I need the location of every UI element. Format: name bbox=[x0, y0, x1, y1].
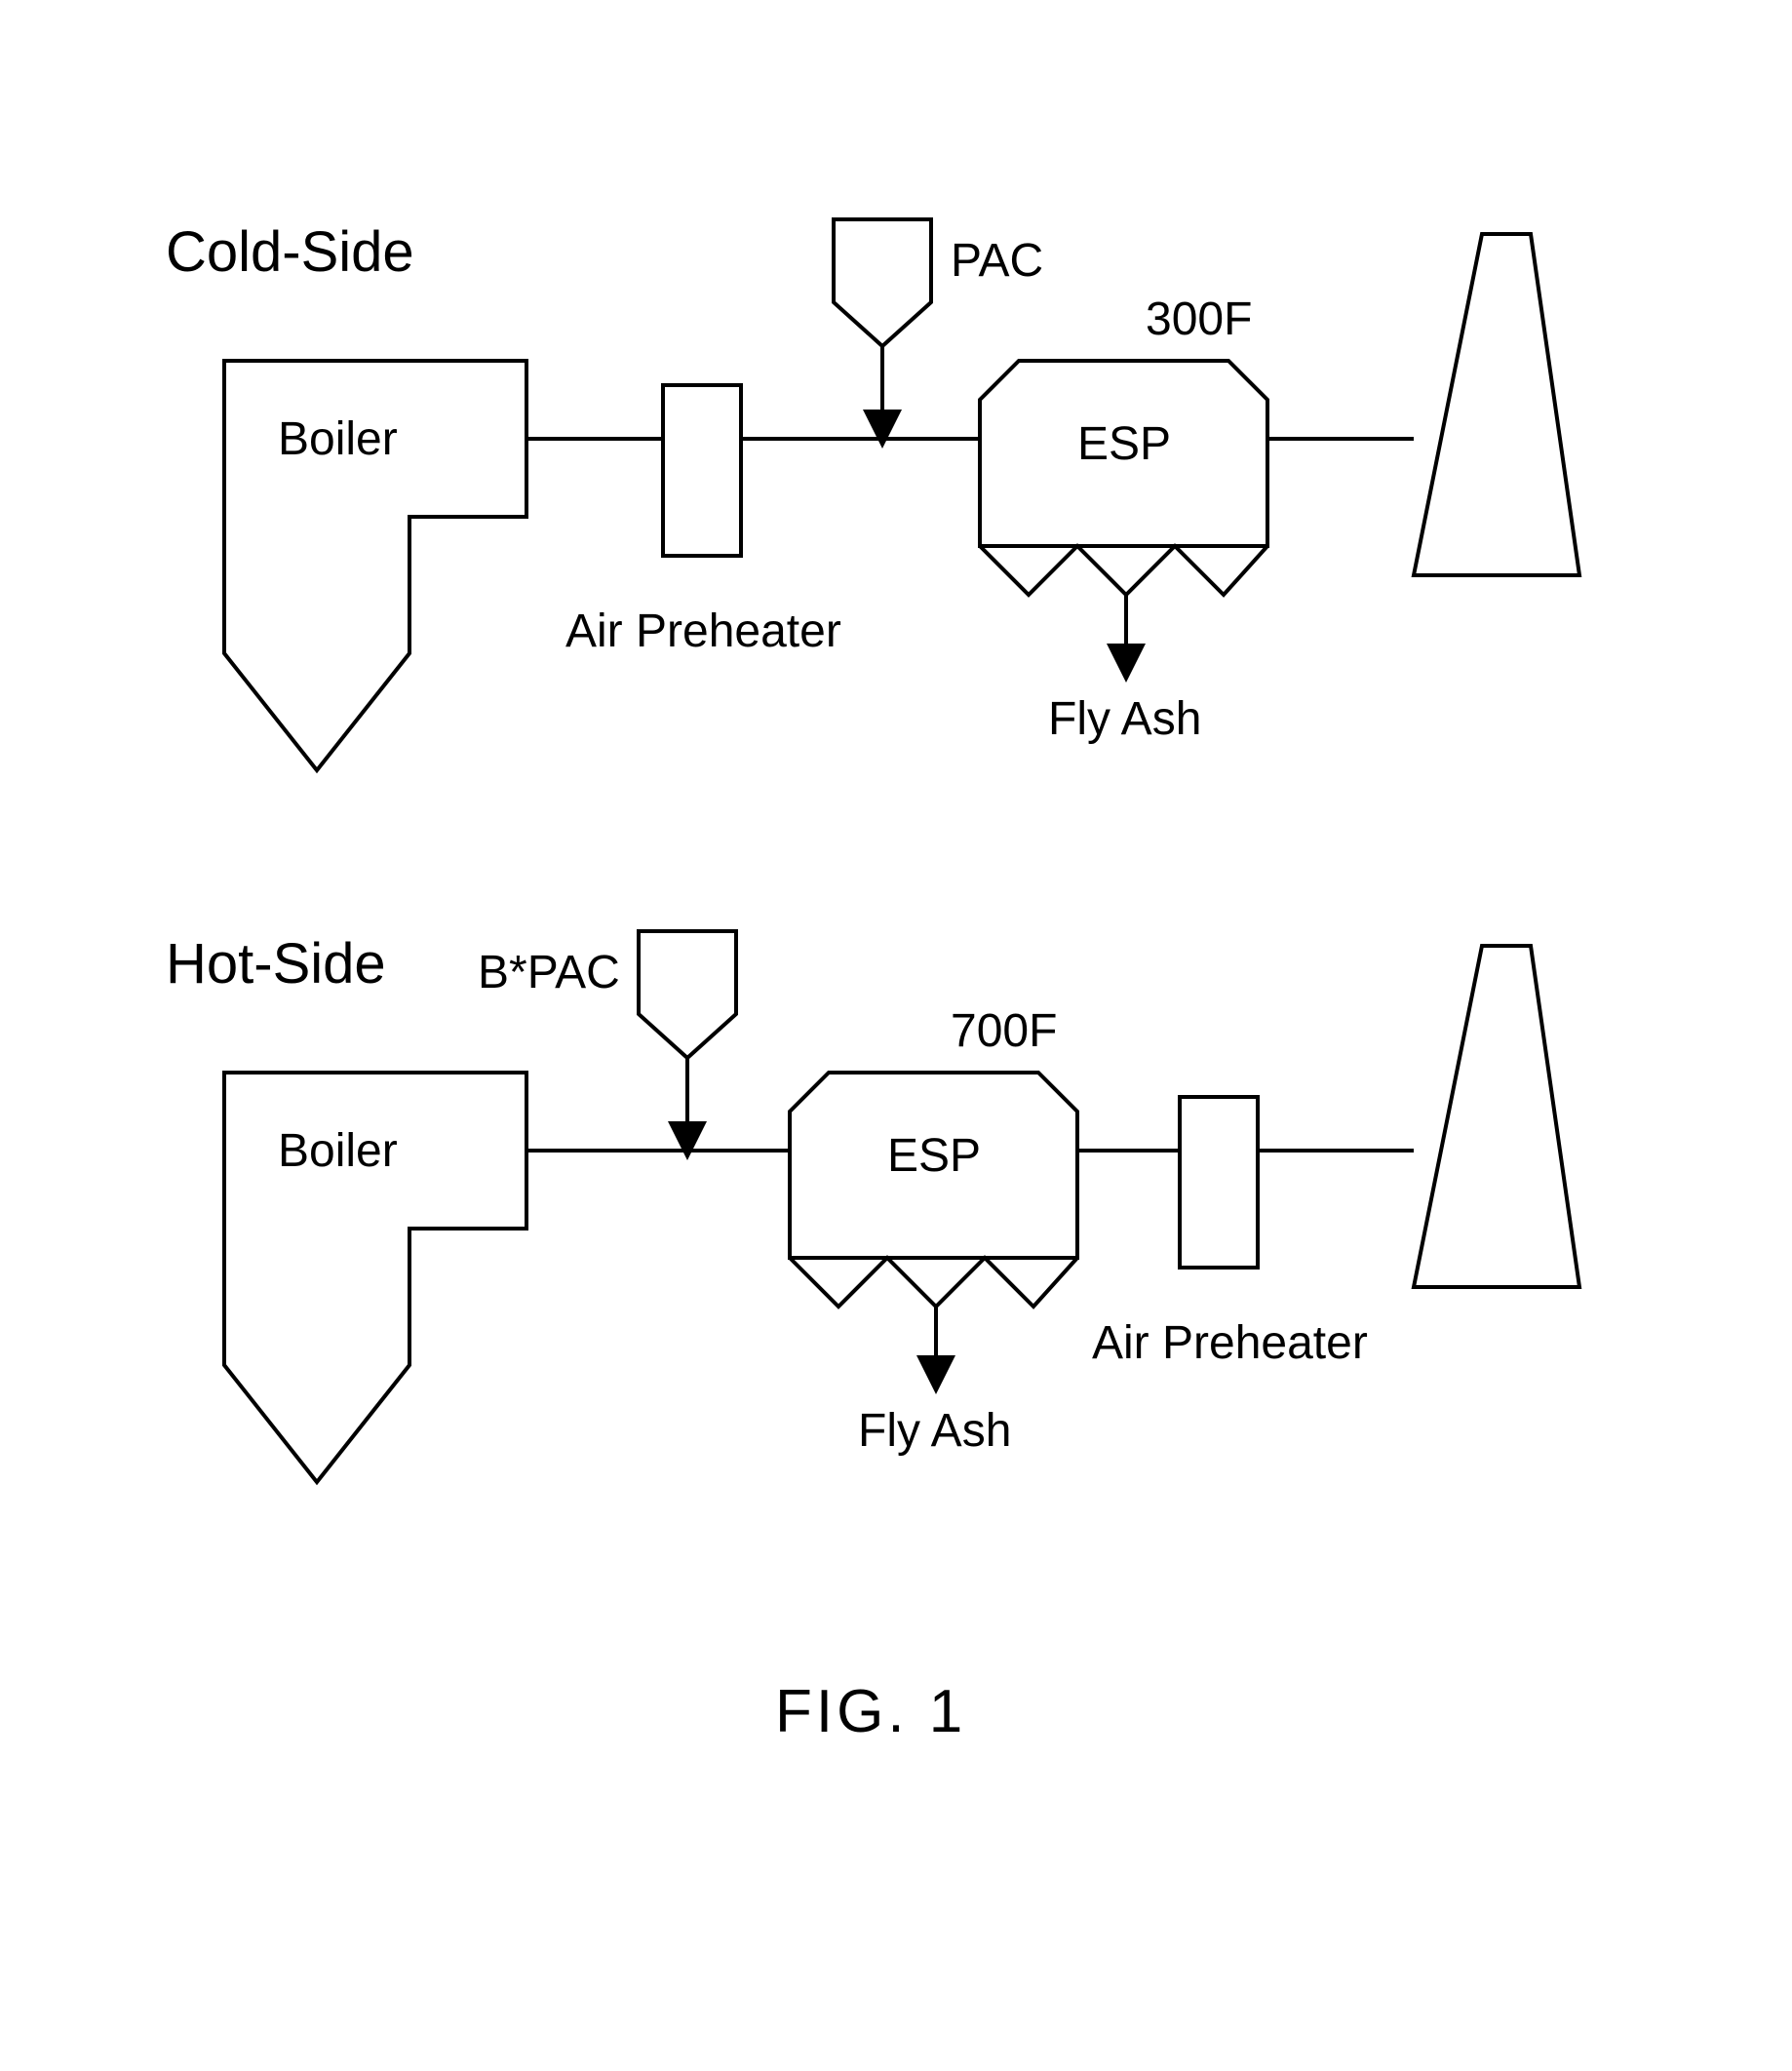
hot-bpac-hopper bbox=[639, 931, 736, 1058]
hot-flyash-arrowhead bbox=[916, 1355, 955, 1394]
hot-esp-zigzag bbox=[790, 1258, 1077, 1307]
cold-pac-arrowhead bbox=[863, 410, 902, 449]
cold-stack bbox=[1414, 234, 1579, 575]
cold-flyash-label: Fly Ash bbox=[1048, 692, 1201, 746]
hot-boiler-label: Boiler bbox=[278, 1124, 398, 1178]
hot-temp-label: 700F bbox=[951, 1004, 1057, 1058]
cold-flyash-arrowhead bbox=[1107, 644, 1146, 683]
hot-esp-label: ESP bbox=[887, 1129, 981, 1183]
hot-flyash-label: Fly Ash bbox=[858, 1404, 1011, 1458]
figure-label: FIG. 1 bbox=[775, 1677, 966, 1746]
cold-temp-label: 300F bbox=[1146, 293, 1252, 346]
hot-preheater-label: Air Preheater bbox=[1092, 1316, 1368, 1370]
hot-bpac-label: B*PAC bbox=[478, 946, 620, 999]
cold-title: Cold-Side bbox=[166, 219, 414, 285]
diagram-page: Cold-Side Boiler PAC 300F ESP Air Prehea… bbox=[0, 0, 1792, 2071]
hot-bpac-arrowhead bbox=[668, 1121, 707, 1160]
cold-esp-zigzag bbox=[980, 546, 1267, 595]
cold-esp-label: ESP bbox=[1077, 417, 1171, 471]
cold-pac-hopper bbox=[834, 219, 931, 346]
hot-title: Hot-Side bbox=[166, 931, 386, 996]
hot-preheater bbox=[1180, 1097, 1258, 1268]
cold-pac-label: PAC bbox=[951, 234, 1043, 288]
cold-boiler-label: Boiler bbox=[278, 412, 398, 466]
cold-preheater bbox=[663, 385, 741, 556]
diagram-svg bbox=[0, 0, 1792, 2071]
cold-preheater-label: Air Preheater bbox=[565, 605, 841, 658]
hot-stack bbox=[1414, 946, 1579, 1287]
